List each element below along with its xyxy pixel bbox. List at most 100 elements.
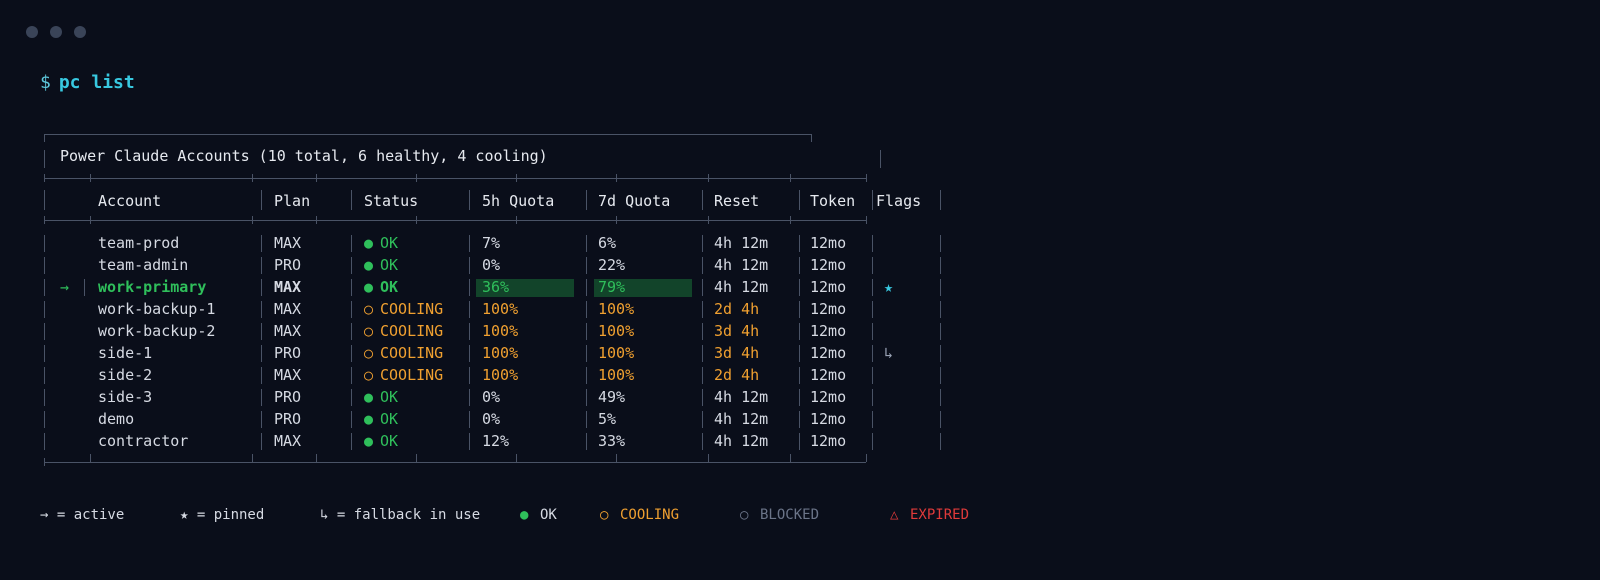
ok-status-icon: ●: [364, 234, 374, 252]
cooling-status-icon: ○: [364, 322, 374, 340]
column-separator: [586, 323, 587, 340]
header-plan[interactable]: Plan: [274, 192, 311, 210]
column-separator: [799, 257, 800, 274]
header-flags[interactable]: Flags: [876, 192, 922, 210]
column-separator: [469, 345, 470, 362]
maximize-dot-icon[interactable]: [74, 26, 86, 38]
status-text: COOLING: [380, 322, 444, 340]
token-value: 12mo: [810, 234, 847, 252]
border-tick: [416, 454, 417, 462]
token-value: 12mo: [810, 256, 847, 274]
column-separator: [44, 367, 45, 384]
column-separator: [261, 345, 262, 362]
account-name: work-backup-2: [98, 322, 216, 340]
column-separator: [261, 433, 262, 450]
reset-value: 4h 12m: [714, 410, 769, 428]
status-text: OK: [380, 256, 399, 274]
minimize-dot-icon[interactable]: [50, 26, 62, 38]
close-dot-icon[interactable]: [26, 26, 38, 38]
table-title: Power Claude Accounts (10 total, 6 healt…: [60, 147, 548, 165]
quota-7d-value: 22%: [598, 256, 626, 274]
reset-value: 4h 12m: [714, 234, 769, 252]
header-separator: [261, 190, 262, 210]
column-separator: [44, 345, 45, 362]
quota-5h-value: 100%: [482, 366, 519, 384]
command-prompt: $ pc list: [40, 72, 135, 93]
column-separator: [872, 301, 873, 318]
column-separator: [702, 301, 703, 318]
column-separator: [940, 279, 941, 296]
column-separator: [351, 235, 352, 252]
column-separator: [586, 389, 587, 406]
ok-status-icon: ●: [364, 256, 374, 274]
header-account[interactable]: Account: [98, 192, 162, 210]
column-separator: [84, 279, 85, 296]
column-separator: [940, 235, 941, 252]
border-tick: [516, 454, 517, 462]
cooling-status-icon: ○: [364, 344, 374, 362]
status-text: OK: [380, 432, 399, 450]
token-value: 12mo: [810, 410, 847, 428]
column-separator: [799, 345, 800, 362]
column-separator: [351, 279, 352, 296]
legend-cooling: COOLING: [620, 507, 680, 523]
column-separator: [872, 367, 873, 384]
border-tick: [616, 454, 617, 462]
account-name: team-prod: [98, 234, 180, 252]
column-separator: [940, 323, 941, 340]
border-tick: [616, 174, 617, 182]
quota-5h-value: 7%: [482, 234, 501, 252]
column-separator: [586, 301, 587, 318]
legend-blocked: BLOCKED: [760, 507, 820, 523]
column-separator: [44, 301, 45, 318]
header-7d-quota[interactable]: 7d Quota: [598, 192, 671, 210]
column-separator: [261, 367, 262, 384]
status-text: COOLING: [380, 300, 444, 318]
plan-value: MAX: [274, 322, 302, 340]
header-5h-quota[interactable]: 5h Quota: [482, 192, 555, 210]
column-separator: [799, 301, 800, 318]
border-tick: [252, 174, 253, 182]
plan-value: MAX: [274, 278, 302, 296]
column-separator: [44, 389, 45, 406]
account-name: side-3: [98, 388, 153, 406]
ok-status-icon: ●: [364, 432, 374, 450]
border-corner: [44, 458, 45, 466]
quota-7d-value: 49%: [598, 388, 626, 406]
column-separator: [351, 345, 352, 362]
status-text: OK: [380, 234, 399, 252]
header-status[interactable]: Status: [364, 192, 419, 210]
token-value: 12mo: [810, 388, 847, 406]
column-separator: [586, 433, 587, 450]
column-separator: [799, 389, 800, 406]
column-separator: [702, 323, 703, 340]
column-separator: [586, 257, 587, 274]
column-separator: [940, 367, 941, 384]
column-separator: [469, 235, 470, 252]
header-token[interactable]: Token: [810, 192, 856, 210]
column-separator: [351, 301, 352, 318]
reset-value: 2d 4h: [714, 300, 760, 318]
status-text: OK: [380, 388, 399, 406]
active-marker-icon: →: [60, 278, 70, 296]
plan-value: PRO: [274, 344, 302, 362]
column-separator: [469, 257, 470, 274]
account-name: work-backup-1: [98, 300, 216, 318]
column-separator: [469, 411, 470, 428]
border-tick: [316, 174, 317, 182]
column-separator: [702, 389, 703, 406]
column-separator: [872, 235, 873, 252]
column-separator: [44, 257, 45, 274]
token-value: 12mo: [810, 344, 847, 362]
border-tick: [90, 454, 91, 462]
header-separator: [702, 190, 703, 210]
quota-5h-value: 0%: [482, 388, 501, 406]
legend-pinned: ★ = pinned: [180, 507, 265, 523]
column-separator: [940, 345, 941, 362]
legend-blocked-icon: ○: [740, 507, 749, 523]
header-separator: [351, 190, 352, 210]
column-separator: [940, 389, 941, 406]
column-separator: [702, 345, 703, 362]
reset-value: 4h 12m: [714, 256, 769, 274]
header-reset[interactable]: Reset: [714, 192, 760, 210]
